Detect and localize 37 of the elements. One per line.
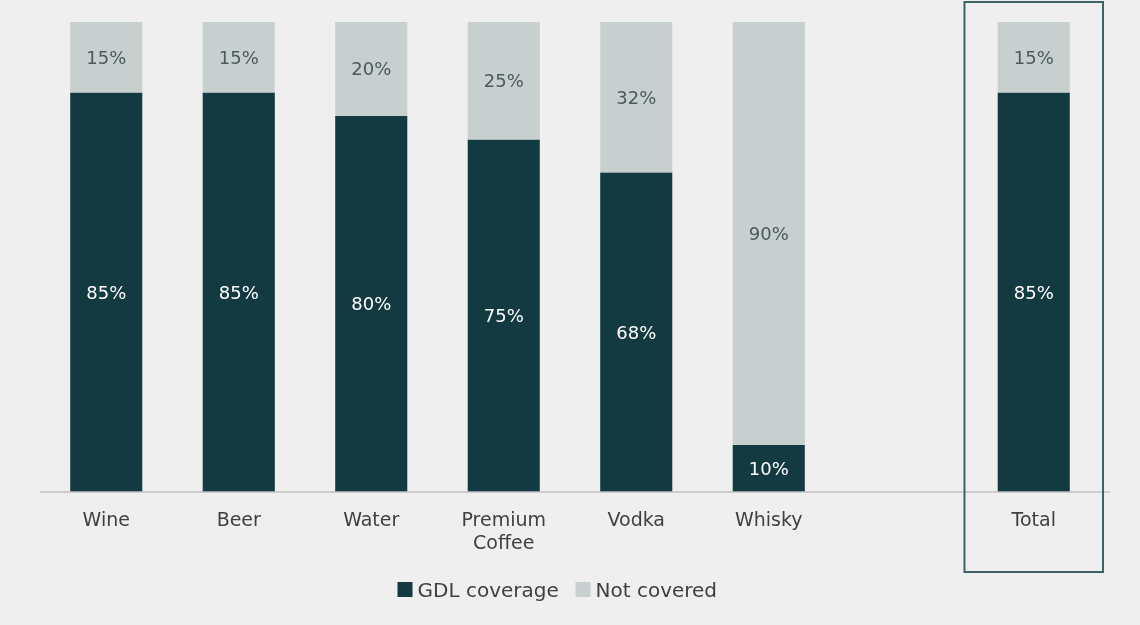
bar — [997, 22, 1070, 93]
x-tick-label: Whisky — [734, 508, 803, 530]
bar — [997, 92, 1070, 492]
bar — [70, 22, 143, 93]
data-label: 90% — [748, 222, 789, 244]
x-tick-label: Beer — [216, 508, 262, 530]
data-label: 15% — [1013, 46, 1054, 68]
bar — [335, 116, 408, 492]
data-label: 32% — [616, 86, 657, 108]
bar — [732, 445, 805, 492]
data-label: 20% — [351, 58, 392, 80]
data-label: 10% — [748, 457, 789, 479]
legend-label: GDL coverage — [417, 578, 559, 602]
bar — [467, 22, 540, 140]
bar — [600, 22, 673, 173]
x-tick-label: Vodka — [607, 508, 666, 530]
data-label: 80% — [351, 293, 392, 315]
x-tick-label: Water — [343, 508, 400, 530]
bar — [70, 92, 143, 492]
data-label: 25% — [483, 70, 524, 92]
bar — [335, 22, 408, 116]
data-label: 15% — [218, 46, 259, 68]
x-tick-label: Wine — [82, 508, 130, 530]
data-label: 85% — [218, 281, 259, 303]
bar — [467, 139, 540, 492]
bar — [600, 172, 673, 492]
data-label: 85% — [86, 281, 127, 303]
x-tick-label: Total — [1010, 508, 1056, 530]
bar — [202, 92, 275, 492]
data-label: 85% — [1013, 281, 1054, 303]
legend-label: Not covered — [595, 578, 718, 602]
bar — [732, 22, 805, 445]
bar — [202, 22, 275, 93]
data-label: 68% — [616, 321, 657, 343]
data-label: 15% — [86, 46, 127, 68]
x-tick-label: Premium Coffee — [461, 508, 547, 553]
data-label: 75% — [483, 305, 524, 327]
